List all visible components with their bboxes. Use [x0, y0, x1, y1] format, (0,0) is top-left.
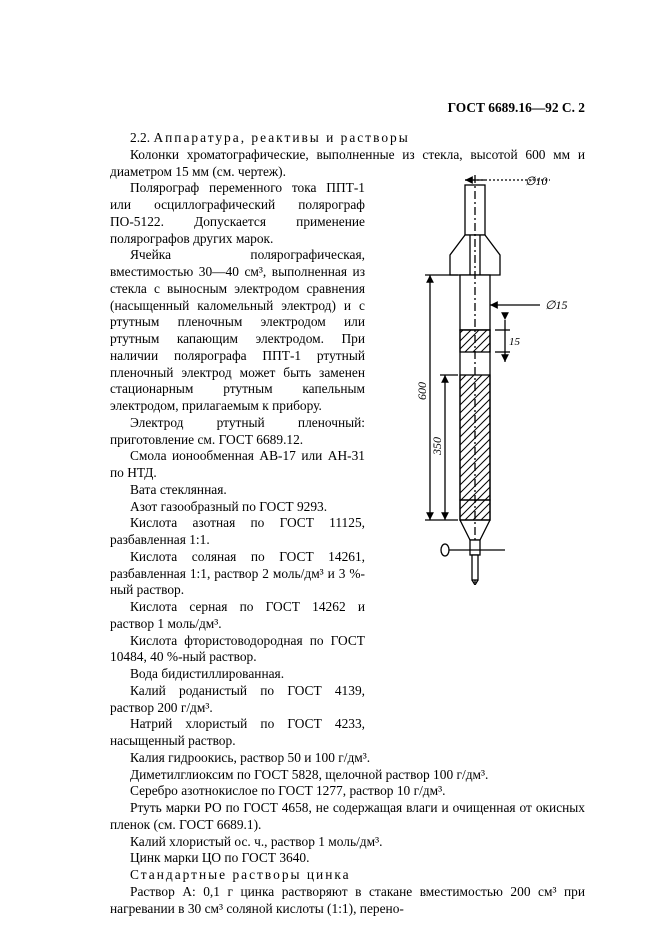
gost-header: ГОСТ 6689.16—92 С. 2 — [448, 100, 585, 117]
full-p: Серебро азотнокислое по ГОСТ 1277, раств… — [110, 783, 585, 800]
full-p: Диметилглиоксим по ГОСТ 5828, щелочной р… — [110, 767, 585, 784]
dim-600-label: 600 — [415, 382, 429, 400]
narrow-p: Натрий хлористый по ГОСТ 4233, насыщенны… — [110, 716, 365, 750]
narrow-p: Кислота соляная по ГОСТ 14261, разбавлен… — [110, 549, 365, 599]
section-title: Аппаратура, реактивы и растворы — [153, 130, 409, 145]
narrow-p: Калий роданистый по ГОСТ 4139, раствор 2… — [110, 683, 365, 717]
dim-mid-label: ∅15 — [545, 298, 567, 312]
dim-350-label: 350 — [430, 437, 444, 456]
column-diagram: ∅10 ∅15 15 — [370, 175, 585, 585]
full-p: Цинк марки ЦО по ГОСТ 3640. — [110, 850, 585, 867]
narrow-p: Кислота серная по ГОСТ 14262 и раствор 1… — [110, 599, 365, 633]
narrow-p: Азот газообразный по ГОСТ 9293. — [110, 499, 365, 516]
narrow-column: Полярограф переменного тока ППТ-1 или ос… — [110, 180, 365, 750]
narrow-p: Вата стеклянная. — [110, 482, 365, 499]
narrow-p: Смола ионообменная АВ-17 или АН-31 по НТ… — [110, 448, 365, 482]
narrow-p: Электрод ртутный пленочный: приготовлени… — [110, 415, 365, 449]
full-column: Калия гидроокись, раствор 50 и 100 г/дм³… — [110, 750, 585, 867]
narrow-p: Ячейка полярографическая, вместимостью 3… — [110, 247, 365, 415]
sub-heading: Стандартные растворы цинка — [110, 867, 585, 884]
dim-top-label: ∅10 — [525, 175, 547, 188]
last-paragraph: Раствор А: 0,1 г цинка растворяют в стак… — [110, 884, 585, 918]
narrow-p: Вода бидистиллированная. — [110, 666, 365, 683]
full-p: Ртуть марки РО по ГОСТ 4658, не содержащ… — [110, 800, 585, 834]
section-heading: 2.2. Аппаратура, реактивы и растворы — [110, 130, 585, 147]
narrow-p: Полярограф переменного тока ППТ-1 или ос… — [110, 180, 365, 247]
section-number: 2.2. — [130, 130, 150, 145]
dim-small-label: 15 — [509, 336, 521, 348]
full-p: Калия гидроокись, раствор 50 и 100 г/дм³… — [110, 750, 585, 767]
narrow-p: Кислота азотная по ГОСТ 11125, разбавлен… — [110, 515, 365, 549]
full-p: Калий хлористый ос. ч., раствор 1 моль/д… — [110, 834, 585, 851]
narrow-p: Кислота фтористоводородная по ГОСТ 10484… — [110, 633, 365, 667]
